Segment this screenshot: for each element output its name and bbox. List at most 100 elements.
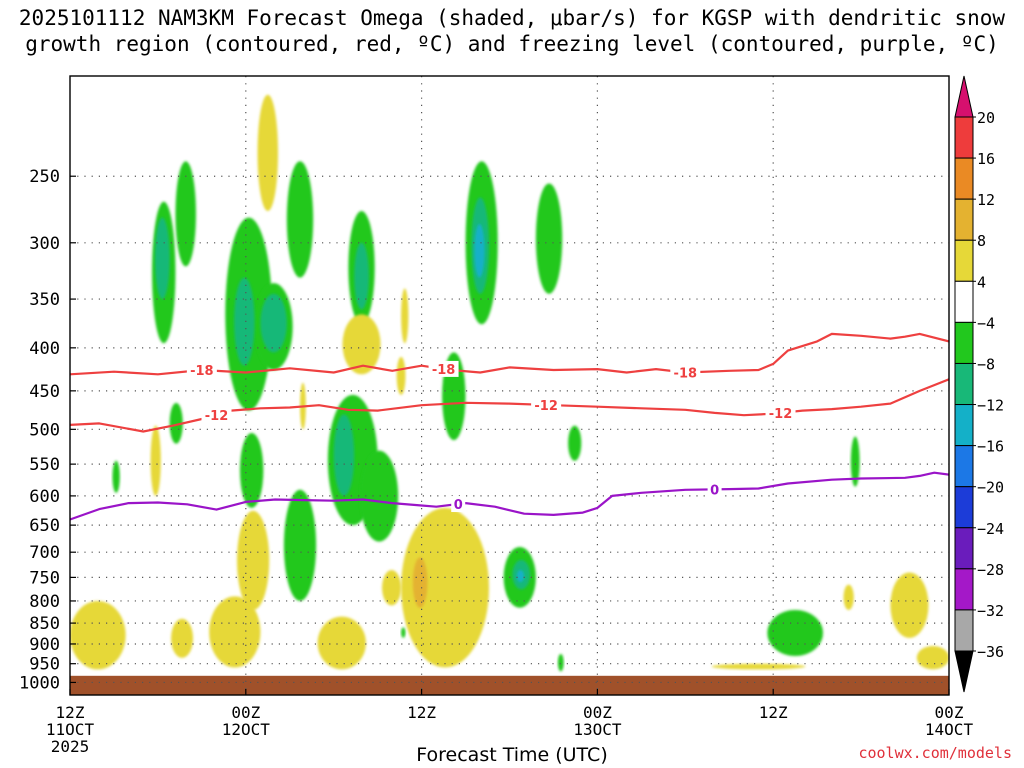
omega-shading — [70, 94, 949, 672]
omega-region-40 — [317, 616, 366, 670]
colorbar-label-3: 8 — [977, 232, 986, 250]
contour-line-2 — [70, 471, 949, 521]
chart-title-line-2: growth region (contoured, red, ºC) and f… — [25, 32, 999, 56]
contour-label-1-1: -12 — [534, 399, 558, 414]
x-tick-label-0-1: 11OCT — [46, 720, 95, 739]
colorbar-label-7: −12 — [977, 397, 1004, 415]
omega-region-30 — [257, 94, 279, 212]
colorbar-swatch-3 — [954, 239, 974, 282]
omega-region-33 — [396, 356, 406, 395]
contour-label-bg-1-1 — [531, 396, 562, 413]
omega-region-14 — [169, 402, 183, 444]
y-tick-label-750: 750 — [29, 568, 60, 588]
y-tick-label-400: 400 — [29, 339, 60, 359]
y-tick-label-300: 300 — [29, 234, 60, 254]
y-tick-label-850: 850 — [29, 614, 60, 634]
omega-region-1 — [175, 161, 196, 267]
contour-label-bg-0-2 — [670, 364, 701, 381]
omega-region-16 — [568, 425, 582, 461]
contour-label-2-1: 0 — [710, 483, 719, 498]
ground-layer — [70, 675, 949, 695]
colorbar-swatch-5 — [954, 321, 974, 364]
omega-region-10 — [283, 489, 317, 601]
x-tick-label-0-0: 12Z — [56, 703, 85, 722]
omega-region-9 — [360, 450, 399, 542]
contour-label-2-0: 0 — [454, 498, 463, 513]
contour-label-1-0: -12 — [205, 409, 229, 424]
x-axis-label: Forecast Time (UTC) — [416, 744, 608, 766]
y-tick-label-900: 900 — [29, 635, 60, 655]
x-tick-label-36-0: 00Z — [583, 703, 612, 722]
contour-label-1-2: -12 — [769, 407, 793, 422]
omega-region-39 — [237, 510, 270, 610]
contour-label-bg-1-0 — [201, 406, 232, 423]
colorbar-top-arrow — [954, 75, 974, 118]
omega-region-21 — [154, 217, 170, 300]
colorbar-label-12: −32 — [977, 602, 1004, 620]
y-tick-label-500: 500 — [29, 420, 60, 440]
y-tick-label-1000: 1000 — [19, 673, 60, 693]
contour-label-bg-0-0 — [186, 361, 217, 378]
omega-region-7 — [535, 183, 563, 294]
omega-region-28 — [474, 224, 485, 278]
omega-region-35 — [150, 425, 161, 496]
contour-label-bg-1-2 — [765, 404, 796, 421]
colorbar-swatch-12 — [954, 609, 974, 652]
colorbar-label-2: 12 — [977, 191, 995, 209]
y-tick-label-350: 350 — [29, 290, 60, 310]
omega-region-13 — [239, 432, 264, 508]
omega-region-4 — [286, 161, 314, 278]
x-tick-label-60-0: 00Z — [935, 703, 964, 722]
plot-frame — [69, 75, 950, 696]
omega-region-42 — [382, 570, 402, 606]
omega-region-44 — [843, 584, 854, 610]
colorbar-bottom-arrow — [954, 650, 974, 693]
contour-line-0 — [70, 332, 949, 376]
omega-region-36 — [70, 600, 126, 670]
x-tick-label-24-0: 12Z — [407, 703, 436, 722]
x-tick-label-12-1: 12OCT — [222, 720, 271, 739]
colorbar-label-5: −4 — [977, 314, 995, 332]
y-axis: 2503003504004505005506006507007508008509… — [19, 167, 76, 693]
omega-region-24 — [354, 242, 369, 310]
colorbar-label-1: 16 — [977, 150, 995, 168]
contour-label-bg-2-0 — [451, 496, 466, 513]
omega-region-32 — [401, 288, 409, 344]
colorbar-label-9: −20 — [977, 479, 1004, 497]
omega-region-43 — [711, 663, 806, 670]
x-tick-label-48-0: 12Z — [759, 703, 788, 722]
ground-bar — [70, 675, 949, 695]
colorbar-label-10: −24 — [977, 520, 1004, 538]
omega-region-22 — [234, 277, 255, 366]
omega-region-48 — [415, 582, 425, 597]
plot-area — [70, 76, 949, 695]
y-tick-label-950: 950 — [29, 655, 60, 675]
colorbar-swatch-9 — [954, 486, 974, 529]
colorbar-label-6: −8 — [977, 355, 995, 373]
colorbar-swatch-1 — [954, 157, 974, 200]
y-tick-label-550: 550 — [29, 455, 60, 475]
y-tick-label-600: 600 — [29, 487, 60, 507]
colorbar-label-0: 20 — [977, 109, 995, 127]
colorbar-swatch-2 — [954, 198, 974, 241]
omega-region-37 — [171, 618, 194, 658]
y-tick-label-250: 250 — [29, 167, 60, 187]
colorbar-swatch-7 — [954, 404, 974, 447]
y-tick-label-650: 650 — [29, 516, 60, 536]
colorbar-label-8: −16 — [977, 438, 1004, 456]
x-tick-label-36-1: 13OCT — [573, 720, 622, 739]
colorbar-swatch-6 — [954, 362, 974, 406]
colorbar-swatch-4 — [954, 280, 974, 323]
omega-region-26 — [333, 414, 355, 496]
colorbar-swatch-11 — [954, 568, 974, 611]
colorbar-label-11: −28 — [977, 561, 1004, 579]
colorbar-label-13: −36 — [977, 643, 1004, 661]
y-tick-label-800: 800 — [29, 592, 60, 612]
omega-region-45 — [890, 572, 929, 638]
y-tick-label-450: 450 — [29, 382, 60, 402]
contour-label-0-0: -18 — [190, 364, 214, 379]
contour-label-bg-2-1 — [707, 481, 722, 498]
x-tick-label-60-1: 14OCT — [925, 720, 974, 739]
